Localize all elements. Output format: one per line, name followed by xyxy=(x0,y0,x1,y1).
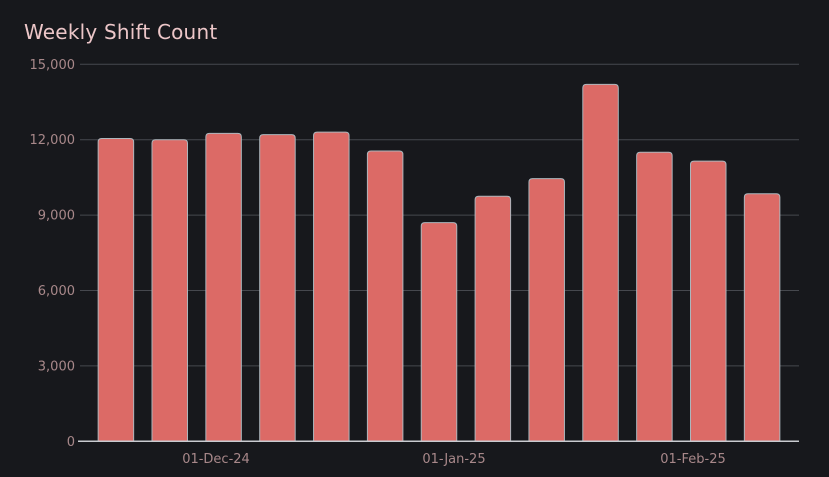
x-axis-tick-label: 01-Jan-25 xyxy=(422,452,485,467)
bar[interactable] xyxy=(97,137,135,442)
bar[interactable] xyxy=(743,193,781,442)
bar[interactable] xyxy=(474,195,512,442)
bar[interactable] xyxy=(582,83,619,442)
bar[interactable] xyxy=(151,139,188,442)
y-axis-tick-label: 6,000 xyxy=(38,284,75,299)
y-axis-tick-label: 3,000 xyxy=(38,359,75,374)
y-axis-tick-label: 0 xyxy=(67,435,75,450)
y-axis-tick-label: 9,000 xyxy=(38,209,75,224)
x-axis-tick-label: 01-Feb-25 xyxy=(660,452,725,467)
bar[interactable] xyxy=(205,132,242,442)
bar[interactable] xyxy=(313,131,350,442)
bar[interactable] xyxy=(528,178,565,442)
bar[interactable] xyxy=(366,150,404,442)
bar[interactable] xyxy=(259,134,296,442)
bar[interactable] xyxy=(636,151,673,442)
x-axis-tick-label: 01-Dec-24 xyxy=(182,452,250,467)
bar[interactable] xyxy=(690,160,727,442)
y-axis-tick-label: 15,000 xyxy=(30,58,76,73)
bar[interactable] xyxy=(420,222,458,442)
chart-title: Weekly Shift Count xyxy=(24,20,218,44)
y-axis-tick-label: 12,000 xyxy=(30,133,76,148)
